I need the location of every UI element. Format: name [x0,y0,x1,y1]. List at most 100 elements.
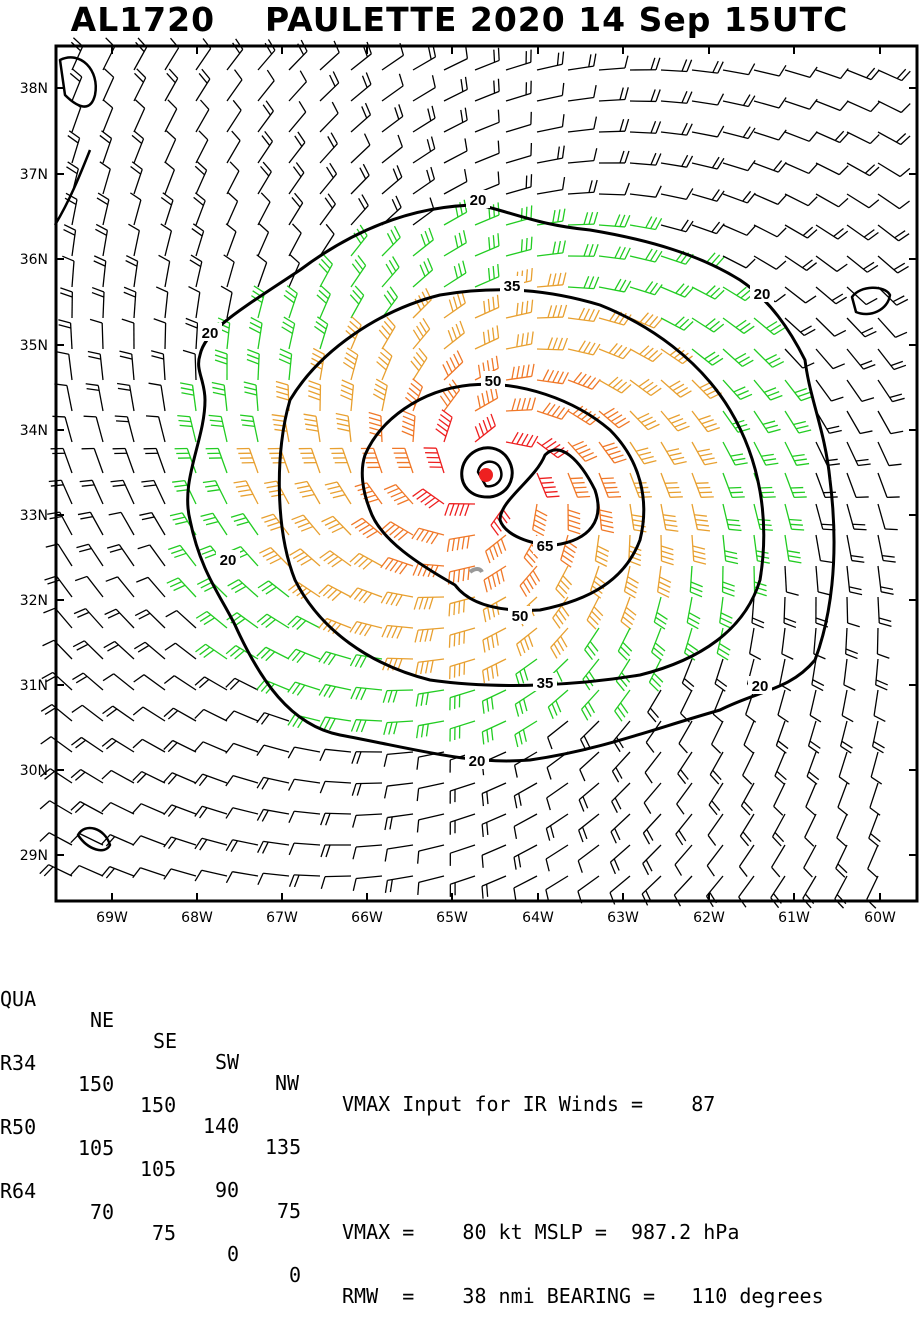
barb-feather [465,108,467,121]
wind-barb [579,783,599,800]
barb-feather [257,777,264,788]
barb-feather [521,641,525,653]
wind-barb [692,318,714,332]
wind-barb [351,175,369,194]
wind-barb [723,163,748,171]
wind-barb [450,628,475,635]
vmax-mslp-line: VMAX = 80 kt MSLP = 987.2 hPa [342,1222,739,1243]
barb-feather [522,365,524,377]
barb-feather [501,539,505,551]
barb-feather [228,580,239,586]
wind-barb [130,385,134,411]
wind-barb [585,628,599,650]
barb-feather [86,384,99,386]
wind-barb [630,194,656,197]
barb-feather [498,233,499,246]
barb-feather [777,228,786,237]
wind-barb [643,814,661,833]
wind-barb [878,132,901,145]
wind-barb [709,783,723,805]
wind-barb [785,287,806,303]
barb-feather [813,680,824,686]
barb-feather [831,397,843,401]
barb-feather [522,434,528,445]
barb-feather [138,645,149,652]
barb-feather [357,784,361,796]
barb-feather [366,73,371,85]
barb-feather [600,515,612,518]
barb-feather [808,197,817,206]
latitude-labels: 38N37N36N35N34N33N32N31N30N29N [20,81,48,864]
barb-feather [498,141,499,154]
barb-feather [846,654,858,659]
lon-label: 60W [864,910,896,925]
barb-feather [107,645,118,651]
wind-barb [237,613,258,628]
wind-barb [482,845,506,855]
barb-feather [718,126,724,137]
wind-barb [847,380,862,401]
barb-feather [215,355,227,359]
barb-feather [534,525,545,531]
barb-feather [466,77,468,90]
wind-barb [119,545,134,566]
barb-feather [226,743,234,753]
barb-feather [426,724,428,737]
barb-feather [519,793,521,805]
barb-feather [309,381,321,385]
barb-feather [96,224,107,230]
barb-feather [668,492,681,493]
barb-feather [486,391,488,403]
wind-barb [418,690,444,694]
wind-barb [816,318,835,336]
barb-feather [839,777,849,784]
lat-label: 34N [20,423,48,439]
barb-feather [352,752,356,764]
barb-feather [295,519,307,524]
barb-feather [765,355,776,361]
barb-feather [413,330,420,341]
barb-feather [340,395,352,400]
barb-feather [460,321,464,333]
wind-barb [754,380,771,400]
barb-feather [181,388,193,390]
wind-barb [320,113,338,132]
barb-feather [47,512,59,514]
barb-feather [794,459,807,461]
barb-feather [620,247,625,258]
barb-feather [493,266,494,279]
barb-feather [851,556,864,558]
barb-feather [611,455,623,459]
barb-feather [306,429,318,431]
r64-sw: 0 [227,1244,239,1265]
barb-feather [687,60,692,72]
wind-barb [723,287,745,301]
barb-feather [78,512,90,514]
lon-label: 64W [522,910,554,925]
barb-feather [787,551,799,553]
barb-feather [203,517,215,520]
barb-feather [74,609,86,614]
barb-feather [494,50,495,63]
barb-feather [421,234,425,246]
barb-feather [487,668,489,681]
wind-barb [289,173,304,194]
wind-barb [382,147,402,163]
barb-feather [298,523,310,528]
wind-barb [289,142,305,163]
wind-barb [173,740,196,752]
barb-feather [552,704,557,716]
barb-feather [259,548,270,554]
barb-feather [305,424,317,426]
wind-barb [785,504,792,529]
barb-feather [568,530,580,534]
wind-barb [661,194,686,199]
barb-feather [459,632,460,645]
barb-feather [694,561,706,564]
contour-label: 20 [752,678,769,695]
barb-feather [879,618,891,621]
barb-feather [881,592,893,595]
barb-feather [615,798,621,809]
barb-feather [450,357,455,368]
wind-barb [692,225,717,234]
